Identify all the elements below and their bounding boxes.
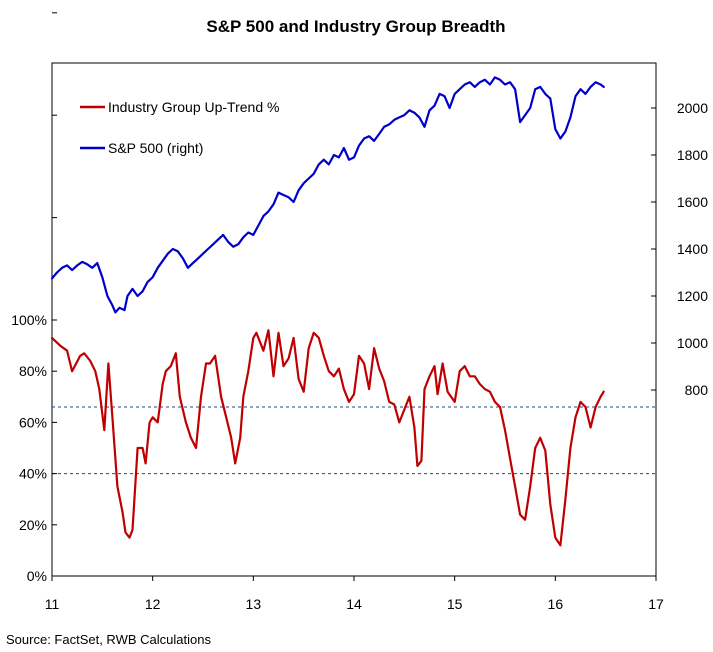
reference-lines [52,406,656,475]
x-tick-label-2: 13 [246,596,262,612]
right-tick-label-5: 1800 [677,147,708,163]
right-tick-label-1: 1000 [677,335,708,351]
x-tick-label-3: 14 [346,596,362,612]
left-tick-label-0: 0% [27,568,47,584]
right-axis: 800 1000 1200 1400 1600 1800 2000 [651,100,708,398]
left-axis: 0% 20% 40% 60% 80% 100% [11,12,57,584]
x-tick-label-5: 16 [548,596,564,612]
right-tick-label-2: 1200 [677,288,708,304]
source-note: Source: FactSet, RWB Calculations [6,632,211,647]
legend-label-industry: Industry Group Up-Trend % [108,99,279,115]
left-tick-label-1: 20% [19,517,47,533]
x-tick-label-6: 17 [648,596,664,612]
industry-uptrend-line [50,329,605,547]
left-tick-label-2: 40% [19,466,47,482]
right-tick-label-0: 800 [685,382,709,398]
left-tick-label-4: 80% [19,363,47,379]
right-tick-label-4: 1600 [677,194,708,210]
legend-label-sp500: S&P 500 (right) [108,140,203,156]
x-tick-label-0: 11 [45,596,60,612]
legend: Industry Group Up-Trend % S&P 500 (right… [80,99,279,156]
x-tick-label-1: 12 [145,596,161,612]
left-tick-label-3: 60% [19,414,47,430]
sp500-line [50,76,605,314]
left-tick-label-5: 100% [11,312,47,328]
right-tick-label-3: 1400 [677,241,708,257]
chart-title: S&P 500 and Industry Group Breadth [206,17,505,36]
series-lines [50,76,605,547]
x-axis: 11 12 13 14 15 16 17 [45,576,664,612]
right-tick-label-6: 2000 [677,100,708,116]
x-tick-label-4: 15 [447,596,463,612]
